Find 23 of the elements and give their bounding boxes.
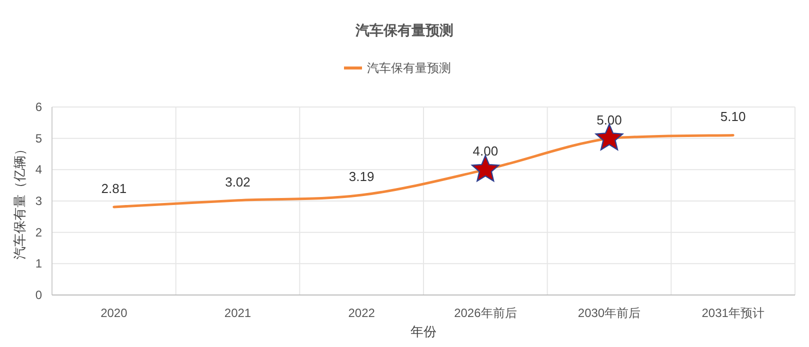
x-tick-label: 2031年预计 [702,306,764,320]
x-tick-label: 2021 [224,306,252,320]
y-axis-title: 汽车保有量（亿辆） [12,142,27,260]
data-label: 5.10 [720,109,746,124]
x-tick-label: 2020 [100,306,128,320]
y-tick-label: 4 [35,162,42,177]
y-tick-label: 2 [35,225,42,240]
data-label: 5.00 [596,112,622,128]
chart-title: 汽车保有量预测 [354,22,454,38]
data-label: 3.19 [348,169,374,184]
y-tick-label: 0 [35,288,42,302]
data-label: 2.81 [101,180,127,196]
legend-label: 汽车保有量预测 [367,61,451,75]
data-label: 3.02 [225,174,250,190]
x-tick-label: 2026年前后 [454,306,517,320]
x-axis-title: 年份 [410,324,436,339]
data-label: 4.00 [472,144,498,159]
x-tick-label: 2022 [348,306,376,320]
y-tick-label: 1 [35,256,42,271]
y-tick-label: 5 [35,131,42,146]
x-tick-label: 2030年前后 [578,306,641,320]
y-tick-label: 6 [35,100,42,114]
y-tick-label: 3 [35,194,42,208]
